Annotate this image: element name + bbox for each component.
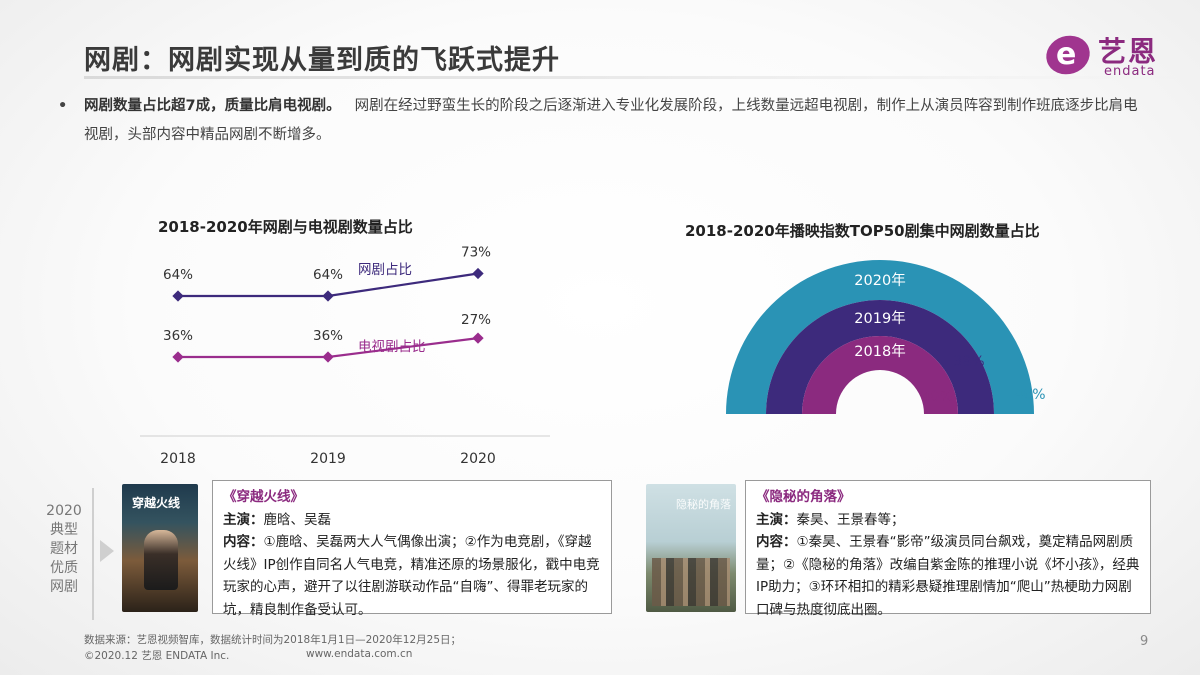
page-title: 网剧：网剧实现从量到质的飞跃式提升 [84, 45, 560, 76]
arc-category-label: 2020年 [854, 272, 905, 289]
content-value: ①鹿晗、吴磊两大人气偶像出演；②作为电竞剧，《穿越火线》IP创作自同名人气电竞，… [223, 534, 600, 618]
data-point [472, 332, 484, 344]
summary-body: 网剧在经过野蛮生长的阶段之后逐渐进入专业化发展阶段，上线数量远超电视剧，制作上从… [84, 98, 1138, 143]
data-point [322, 290, 334, 302]
data-label: 73% [461, 245, 491, 261]
arc-category-label: 2018年 [854, 343, 905, 360]
poster-figure [652, 558, 730, 606]
arc-segment-2020年 [726, 260, 1034, 414]
cast-label: 主演： [756, 511, 797, 528]
logo-cn-text: 艺恩 [1098, 35, 1159, 68]
data-label: 64% [313, 267, 343, 283]
poster-chuanyuehuoxian: 穿越火线 [122, 484, 198, 612]
data-label: 27% [461, 312, 491, 328]
copyright: ©2020.12 艺恩 ENDATA Inc. [84, 650, 230, 662]
card-title: 《隐秘的角落》 [756, 489, 851, 505]
title-divider [84, 76, 1200, 79]
semicircle-chart: 2020年 2019年 2018年 46% 38% 40% [726, 260, 1046, 414]
x-tick-label: 2019 [310, 451, 346, 467]
summary-bullet: • 网剧数量占比超7成，质量比肩电视剧。 网剧在经过野蛮生长的阶段之后逐渐进入专业… [58, 92, 1148, 150]
data-label: 64% [163, 267, 193, 283]
data-point [172, 290, 184, 302]
arc-category-label: 2019年 [854, 310, 905, 327]
endata-logo: e 艺恩 endata [1040, 30, 1180, 80]
example-card-2: 《隐秘的角落》 主演：秦昊、王景春等； 内容：①秦昊、王景春“影帝”级演员同台飙… [745, 480, 1151, 618]
line-chart-title: 2018-2020年网剧与电视剧数量占比 [158, 218, 413, 236]
arc-segment-2019年 [766, 300, 994, 414]
data-label: 36% [163, 328, 193, 344]
card-content: 内容：①秦昊、王景春“影帝”级演员同台飙戏，奠定精品网剧质量；②《隐秘的角落》改… [756, 531, 1140, 621]
series-name-label: 电视剧占比 [358, 339, 426, 355]
content-value: ①秦昊、王景春“影帝”级演员同台飙戏，奠定精品网剧质量；②《隐秘的角落》改编自紫… [756, 534, 1140, 618]
card-title: 《穿越火线》 [223, 489, 304, 505]
card-content: 内容：①鹿晗、吴磊两大人气偶像出演；②作为电竞剧，《穿越火线》IP创作自同名人气… [223, 531, 601, 621]
poster-title: 隐秘的角落 [676, 498, 731, 511]
x-tick-label: 2018 [160, 451, 196, 467]
arc-segment-2018年 [802, 336, 958, 414]
series-name-label: 网剧占比 [358, 262, 412, 278]
footer-source: 数据来源：艺恩视频智库，数据统计时间为2018年1月1日—2020年12月25日… [84, 632, 461, 664]
data-label: 36% [313, 328, 343, 344]
arc-chart-title: 2018-2020年播映指数TOP50剧集中网剧数量占比 [685, 222, 1040, 240]
bullet-dot: • [58, 98, 68, 114]
poster-title: 穿越火线 [132, 496, 181, 510]
footer-url: www.endata.com.cn [306, 648, 413, 660]
side-label-line: 网剧 [50, 579, 78, 595]
page-number: 9 [1140, 634, 1149, 649]
cast-value: 鹿晗、吴磊 [263, 511, 332, 528]
logo-en-text: endata [1104, 64, 1156, 79]
cast-label: 主演： [223, 511, 264, 528]
arrow-right-icon [100, 540, 114, 562]
logo-mark-letter: e [1056, 37, 1077, 72]
data-point [472, 267, 484, 280]
poster-figure [144, 530, 178, 590]
cast-value: 秦昊、王景春等； [796, 511, 905, 528]
card-cast: 主演：鹿晗、吴磊 [223, 509, 601, 532]
card-cast: 主演：秦昊、王景春等； [756, 509, 1140, 532]
poster-yinmidejiaoluo: 隐秘的角落 [646, 484, 736, 612]
example-card-1: 《穿越火线》 主演：鹿晗、吴磊 内容：①鹿晗、吴磊两大人气偶像出演；②作为电竞剧… [212, 480, 612, 618]
x-tick-label: 2020 [460, 451, 496, 467]
side-label-line: 优质 [50, 560, 78, 576]
arc-value-label: 46% [1014, 387, 1045, 403]
summary-text: 网剧数量占比超7成，质量比肩电视剧。 网剧在经过野蛮生长的阶段之后逐渐进入专业化发… [58, 92, 1148, 150]
content-label: 内容： [223, 534, 264, 550]
arc-value-label: 38% [953, 354, 984, 370]
content-label: 内容： [756, 534, 797, 550]
examples-side-label: 2020 典型 题材 优质 网剧 [40, 502, 88, 597]
side-divider [92, 488, 94, 620]
side-label-line: 2020 [46, 503, 82, 519]
arc-value-label: 40% [921, 389, 952, 405]
summary-headline: 网剧数量占比超7成，质量比肩电视剧。 [84, 98, 341, 114]
line-chart: 64% 64% 73% 网剧占比 36% 36% 27% 电视剧占比 2018 2019 2020 [140, 245, 550, 467]
data-point [172, 351, 184, 363]
data-point [322, 351, 334, 363]
source-note: 数据来源：艺恩视频智库，数据统计时间为2018年1月1日—2020年12月25日… [84, 634, 462, 646]
side-label-line: 题材 [50, 541, 78, 557]
side-label-line: 典型 [50, 522, 78, 538]
